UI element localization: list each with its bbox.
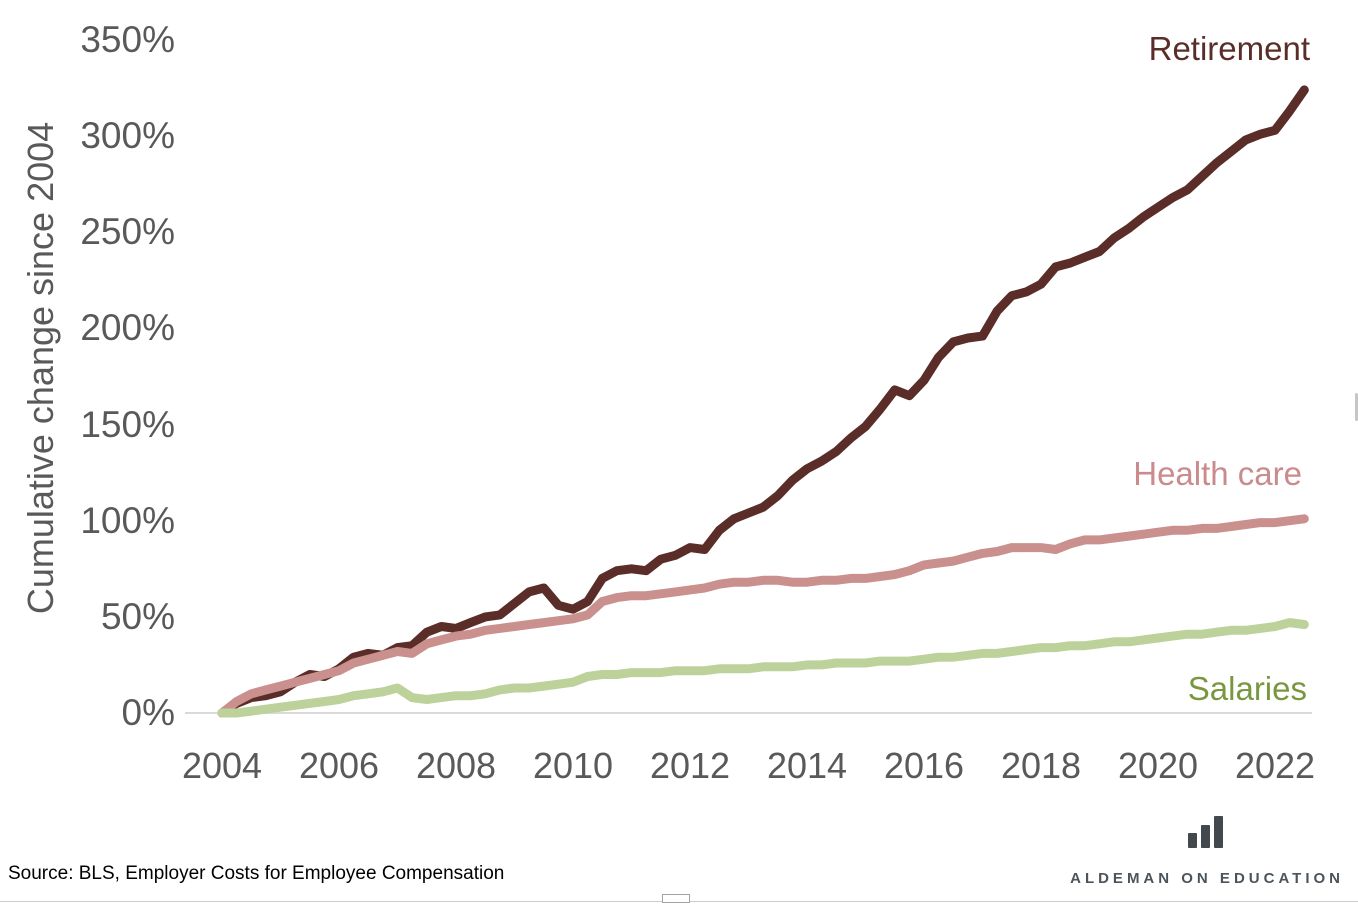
horizontal-scrollbar-thumb[interactable] [662, 894, 690, 903]
x-tick-label: 2020 [1117, 745, 1199, 786]
series-line-salaries [217, 618, 1309, 718]
y-tick-label: 50% [100, 595, 175, 637]
series-label-salaries: Salaries [1187, 670, 1307, 707]
y-tick-label: 250% [80, 211, 175, 253]
logo-bar-small [1188, 833, 1197, 848]
y-tick-label: 300% [80, 115, 175, 157]
y-tick-label: 0% [121, 692, 175, 733]
series-label-health-care: Health care [1133, 455, 1302, 492]
x-tick-label: 2022 [1234, 745, 1316, 786]
vertical-scrollbar-thumb[interactable] [1355, 393, 1358, 421]
logo-bar-large [1214, 816, 1223, 848]
series-label-retirement: Retirement [1148, 30, 1310, 67]
x-tick-label: 2006 [298, 745, 380, 786]
x-tick-label: 2012 [649, 745, 731, 786]
y-tick-label: 350% [80, 18, 175, 60]
series-line-health-care [217, 514, 1309, 718]
logo-wordmark: ALDEMAN ON EDUCATION [1070, 870, 1344, 887]
source-note: Source: BLS, Employer Costs for Employee… [8, 863, 505, 884]
bar-chart-logo-icon [1188, 816, 1223, 848]
y-tick-label: 100% [80, 499, 175, 541]
y-tick-label: 150% [80, 403, 175, 445]
logo-bar-medium [1201, 825, 1210, 848]
y-tick-label: 200% [80, 307, 175, 349]
x-tick-label: 2008 [415, 745, 497, 786]
x-tick-label: 2018 [1000, 745, 1082, 786]
y-axis-title: Cumulative change since 2004 [20, 121, 61, 615]
x-tick-label: 2016 [883, 745, 965, 786]
x-tick-label: 2010 [532, 745, 614, 786]
x-tick-label: 2004 [181, 745, 263, 786]
x-tick-label: 2014 [766, 745, 848, 786]
series-line-retirement [217, 85, 1309, 718]
